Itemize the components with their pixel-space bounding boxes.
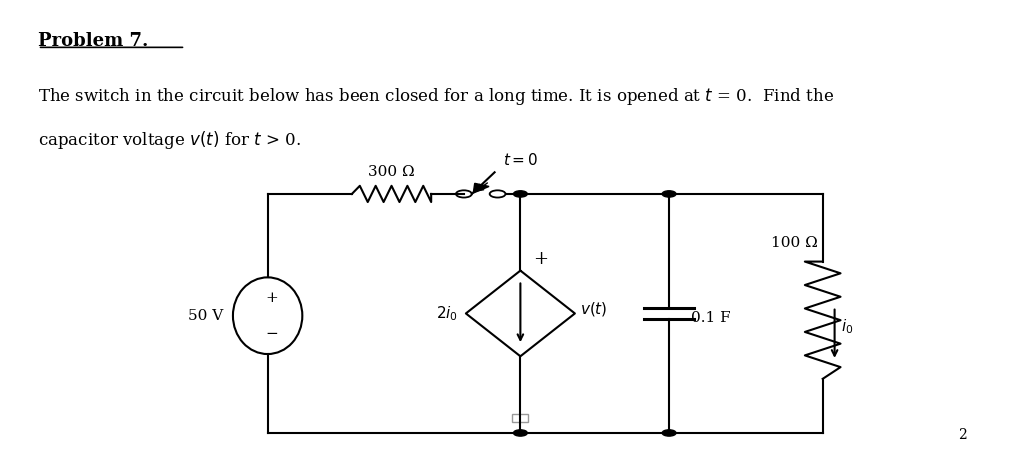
Text: 50 V: 50 V [187, 308, 223, 323]
Text: capacitor voltage $\mathbf{\mathit{v(t)}}$ for $\mathbf{\mathit{t}}$ > 0.: capacitor voltage $\mathbf{\mathit{v(t)}… [38, 129, 300, 151]
Circle shape [513, 191, 527, 197]
Text: 300 Ω: 300 Ω [369, 166, 415, 179]
Text: +: + [534, 250, 548, 268]
Circle shape [663, 430, 676, 436]
Text: $2i_0$: $2i_0$ [436, 304, 458, 323]
Text: Problem 7.: Problem 7. [38, 32, 148, 50]
Text: $v(t)$: $v(t)$ [580, 300, 607, 318]
Text: 100 Ω: 100 Ω [771, 236, 818, 250]
Text: 0.1 F: 0.1 F [691, 311, 730, 325]
Circle shape [663, 191, 676, 197]
Circle shape [513, 430, 527, 436]
Text: 2: 2 [957, 428, 967, 442]
Text: The switch in the circuit below has been closed for a long time. It is opened at: The switch in the circuit below has been… [38, 86, 834, 107]
Text: +: + [265, 290, 278, 305]
Text: $t = 0$: $t = 0$ [503, 152, 538, 168]
Polygon shape [473, 184, 489, 193]
Text: −: − [265, 327, 278, 341]
Text: $i_0$: $i_0$ [841, 318, 853, 336]
